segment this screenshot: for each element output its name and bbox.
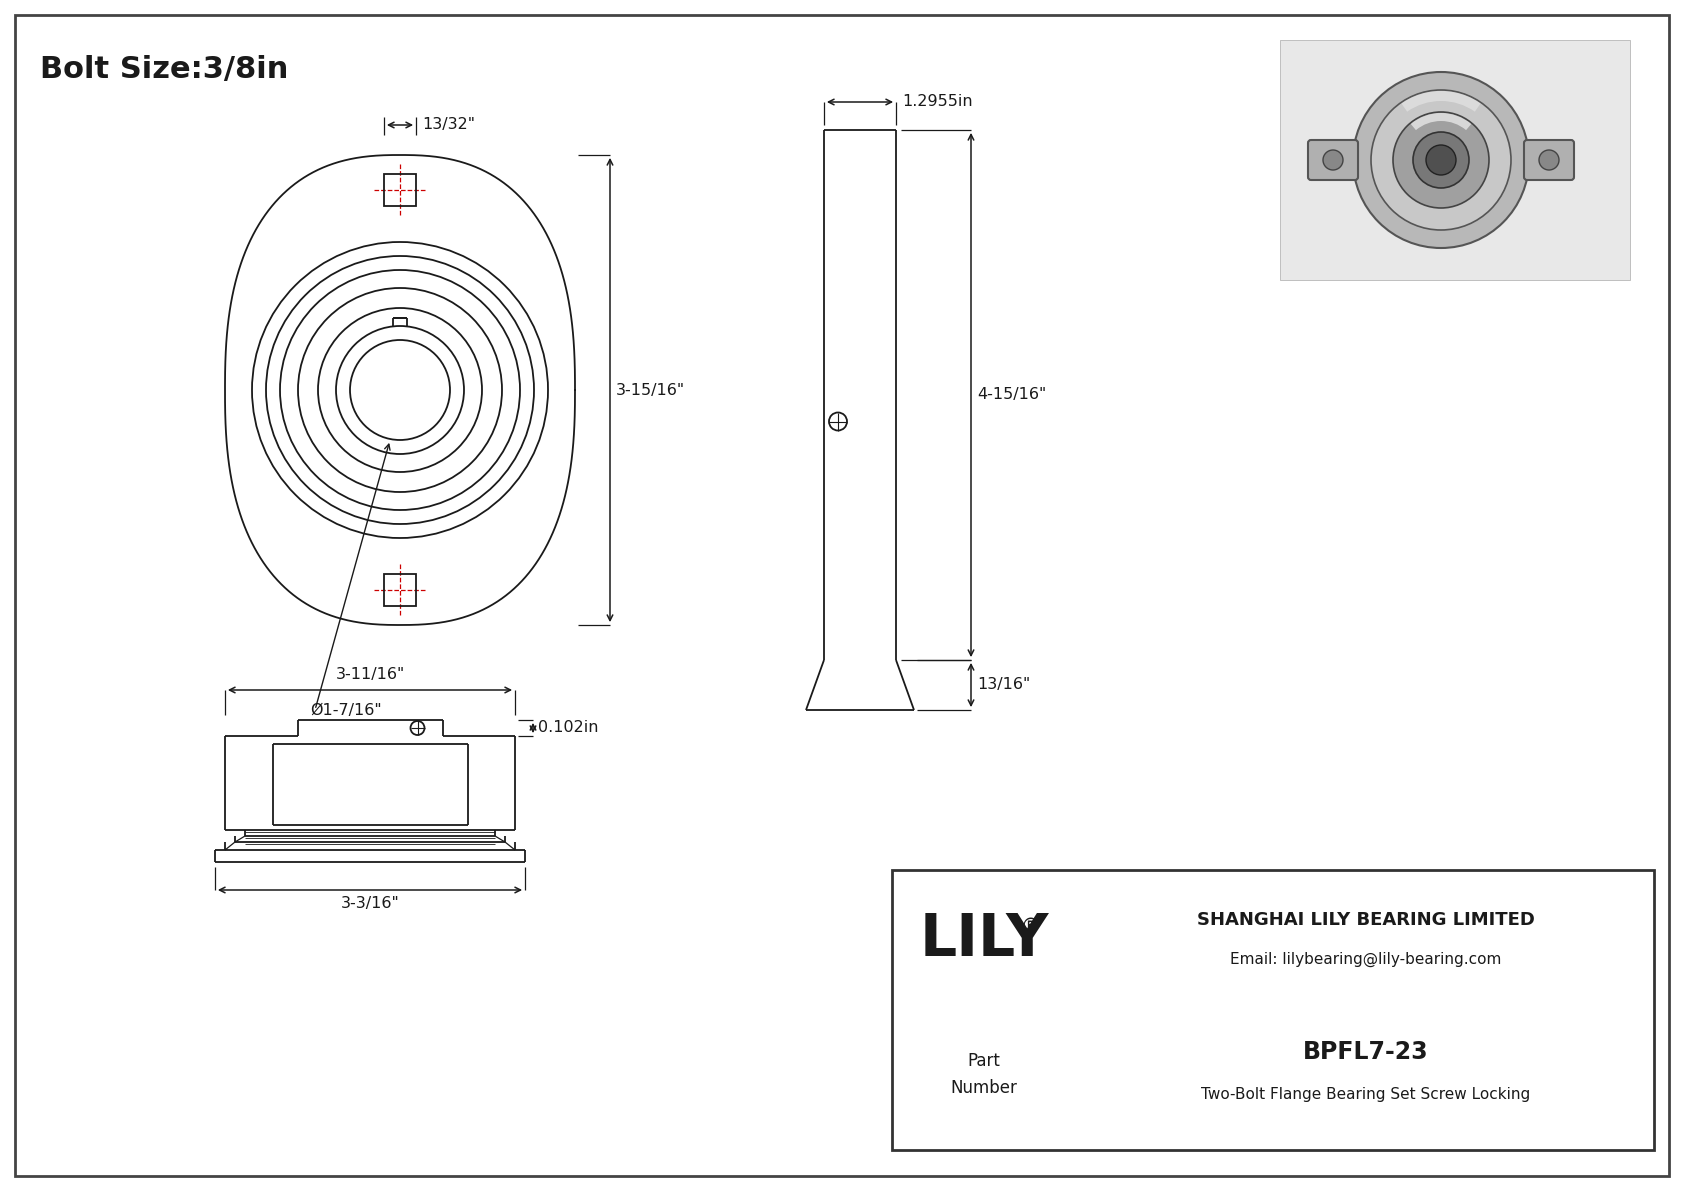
Bar (384, 574, 416, 606)
Text: 3-11/16": 3-11/16" (335, 667, 404, 682)
Circle shape (1371, 91, 1511, 230)
Wedge shape (1401, 91, 1480, 112)
Text: 3-15/16": 3-15/16" (616, 382, 685, 398)
Bar (893, 869, 1654, 1151)
Text: 0.102in: 0.102in (537, 721, 598, 736)
Bar (1280, 40, 1630, 280)
FancyBboxPatch shape (1524, 141, 1575, 180)
Text: 1.2955in: 1.2955in (903, 94, 973, 110)
Circle shape (1352, 71, 1529, 248)
Text: Two-Bolt Flange Bearing Set Screw Locking: Two-Bolt Flange Bearing Set Screw Lockin… (1201, 1086, 1531, 1102)
Wedge shape (1411, 113, 1472, 130)
Circle shape (1324, 150, 1344, 170)
Text: LILY: LILY (919, 911, 1049, 968)
Text: 13/16": 13/16" (977, 678, 1031, 692)
Circle shape (1426, 145, 1457, 175)
Text: BPFL7-23: BPFL7-23 (1303, 1040, 1428, 1064)
Circle shape (1393, 112, 1489, 208)
Circle shape (1539, 150, 1559, 170)
Text: Ø1-7/16": Ø1-7/16" (310, 703, 382, 717)
Text: SHANGHAI LILY BEARING LIMITED: SHANGHAI LILY BEARING LIMITED (1197, 911, 1534, 929)
Circle shape (1413, 132, 1468, 188)
Text: 4-15/16": 4-15/16" (977, 387, 1046, 403)
Text: Part
Number: Part Number (950, 1052, 1017, 1097)
Text: Email: lilybearing@lily-bearing.com: Email: lilybearing@lily-bearing.com (1229, 952, 1500, 967)
Text: 13/32": 13/32" (423, 118, 475, 132)
Text: Bolt Size:3/8in: Bolt Size:3/8in (40, 55, 288, 85)
FancyBboxPatch shape (1308, 141, 1357, 180)
Bar (384, 174, 416, 206)
Text: ®: ® (1021, 917, 1039, 935)
Text: 3-3/16": 3-3/16" (340, 896, 399, 911)
